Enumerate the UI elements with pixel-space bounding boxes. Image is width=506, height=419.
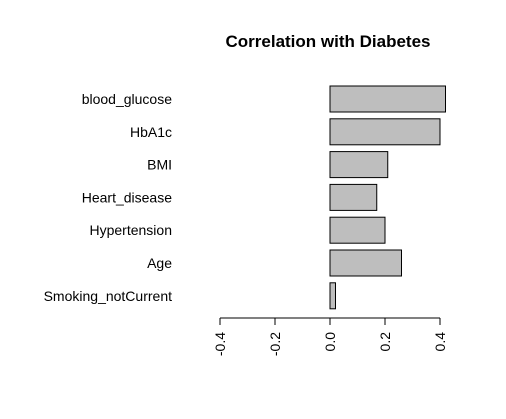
category-label: blood_glucose (82, 91, 173, 107)
x-axis: -0.4 -0.2 0.0 0.2 0.4 (212, 317, 448, 356)
x-tick-label: 0.4 (432, 332, 448, 352)
x-tick-label: -0.4 (212, 332, 228, 356)
bar-heart-disease (329, 183, 378, 211)
category-label: BMI (147, 157, 172, 173)
category-label: Age (147, 255, 172, 271)
category-label: HbA1c (130, 124, 172, 140)
bar-hba1c (329, 118, 441, 146)
x-tick-label: -0.2 (267, 332, 283, 356)
x-tick-label: 0.2 (377, 332, 393, 352)
x-tick-label: 0.0 (322, 332, 338, 352)
bar-smoking-notcurrent (329, 282, 336, 310)
bar-blood-glucose (329, 85, 446, 113)
bars-layer (329, 85, 446, 310)
bar-bmi (329, 151, 389, 179)
category-label: Heart_disease (82, 189, 172, 205)
category-label: Hypertension (90, 222, 173, 238)
bar-age (329, 249, 402, 277)
category-label: Smoking_notCurrent (44, 288, 173, 304)
bar-hypertension (329, 216, 386, 244)
chart-title: Correlation with Diabetes (226, 32, 431, 51)
category-labels: blood_glucose HbA1c BMI Heart_disease Hypert… (44, 91, 173, 304)
